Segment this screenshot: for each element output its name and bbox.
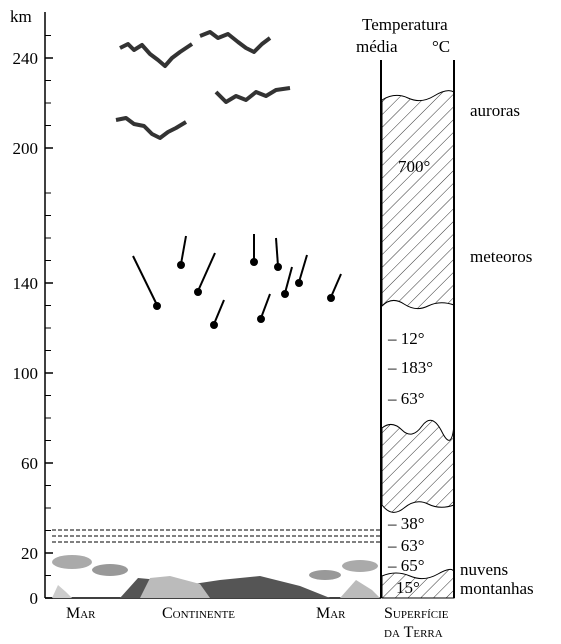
hatched-band <box>381 568 455 599</box>
clouds <box>52 555 378 580</box>
bottom-label: da Terra <box>384 624 443 641</box>
label: auroras <box>470 101 520 120</box>
tick-label: 100 <box>13 364 39 383</box>
bottom-label: Mar <box>316 605 346 622</box>
auroras <box>115 30 291 140</box>
tick-label: 140 <box>13 274 39 293</box>
tick-label: 60 <box>21 454 38 473</box>
column-unit: °C <box>432 37 450 56</box>
label: montanhas <box>460 579 534 598</box>
temperature: – 63° <box>387 389 425 408</box>
temperature-column: Temperatura média °C 700° – 12° – 183° –… <box>356 15 455 599</box>
layers <box>52 529 381 543</box>
temperature: 700° <box>398 157 430 176</box>
meteors <box>132 234 342 329</box>
axis-unit: km <box>10 7 32 26</box>
column-header: média <box>356 37 398 56</box>
tick-label: 240 <box>13 49 39 68</box>
temperature: – 65° <box>387 556 425 575</box>
axis: km 0 20 60 100 140 200 240 <box>10 7 381 608</box>
bottom-label: Mar <box>66 605 96 622</box>
temperature: – 63° <box>387 536 425 555</box>
tick-label: 200 <box>13 139 39 158</box>
minor-ticks <box>45 35 51 576</box>
hatched-band <box>381 90 455 310</box>
column-header: Temperatura <box>362 15 448 34</box>
tick-label: 0 <box>30 589 39 608</box>
bottom-label: Continente <box>162 605 235 622</box>
bottom-label: Superfície <box>384 605 449 622</box>
temperature: – 38° <box>387 514 425 533</box>
label: meteoros <box>470 247 532 266</box>
temperature: – 183° <box>387 358 433 377</box>
temperature: – 12° <box>387 329 425 348</box>
temperature: 15° <box>396 578 420 597</box>
label: nuvens <box>460 560 508 579</box>
hatched-band <box>381 419 455 513</box>
tick-label: 20 <box>21 544 38 563</box>
